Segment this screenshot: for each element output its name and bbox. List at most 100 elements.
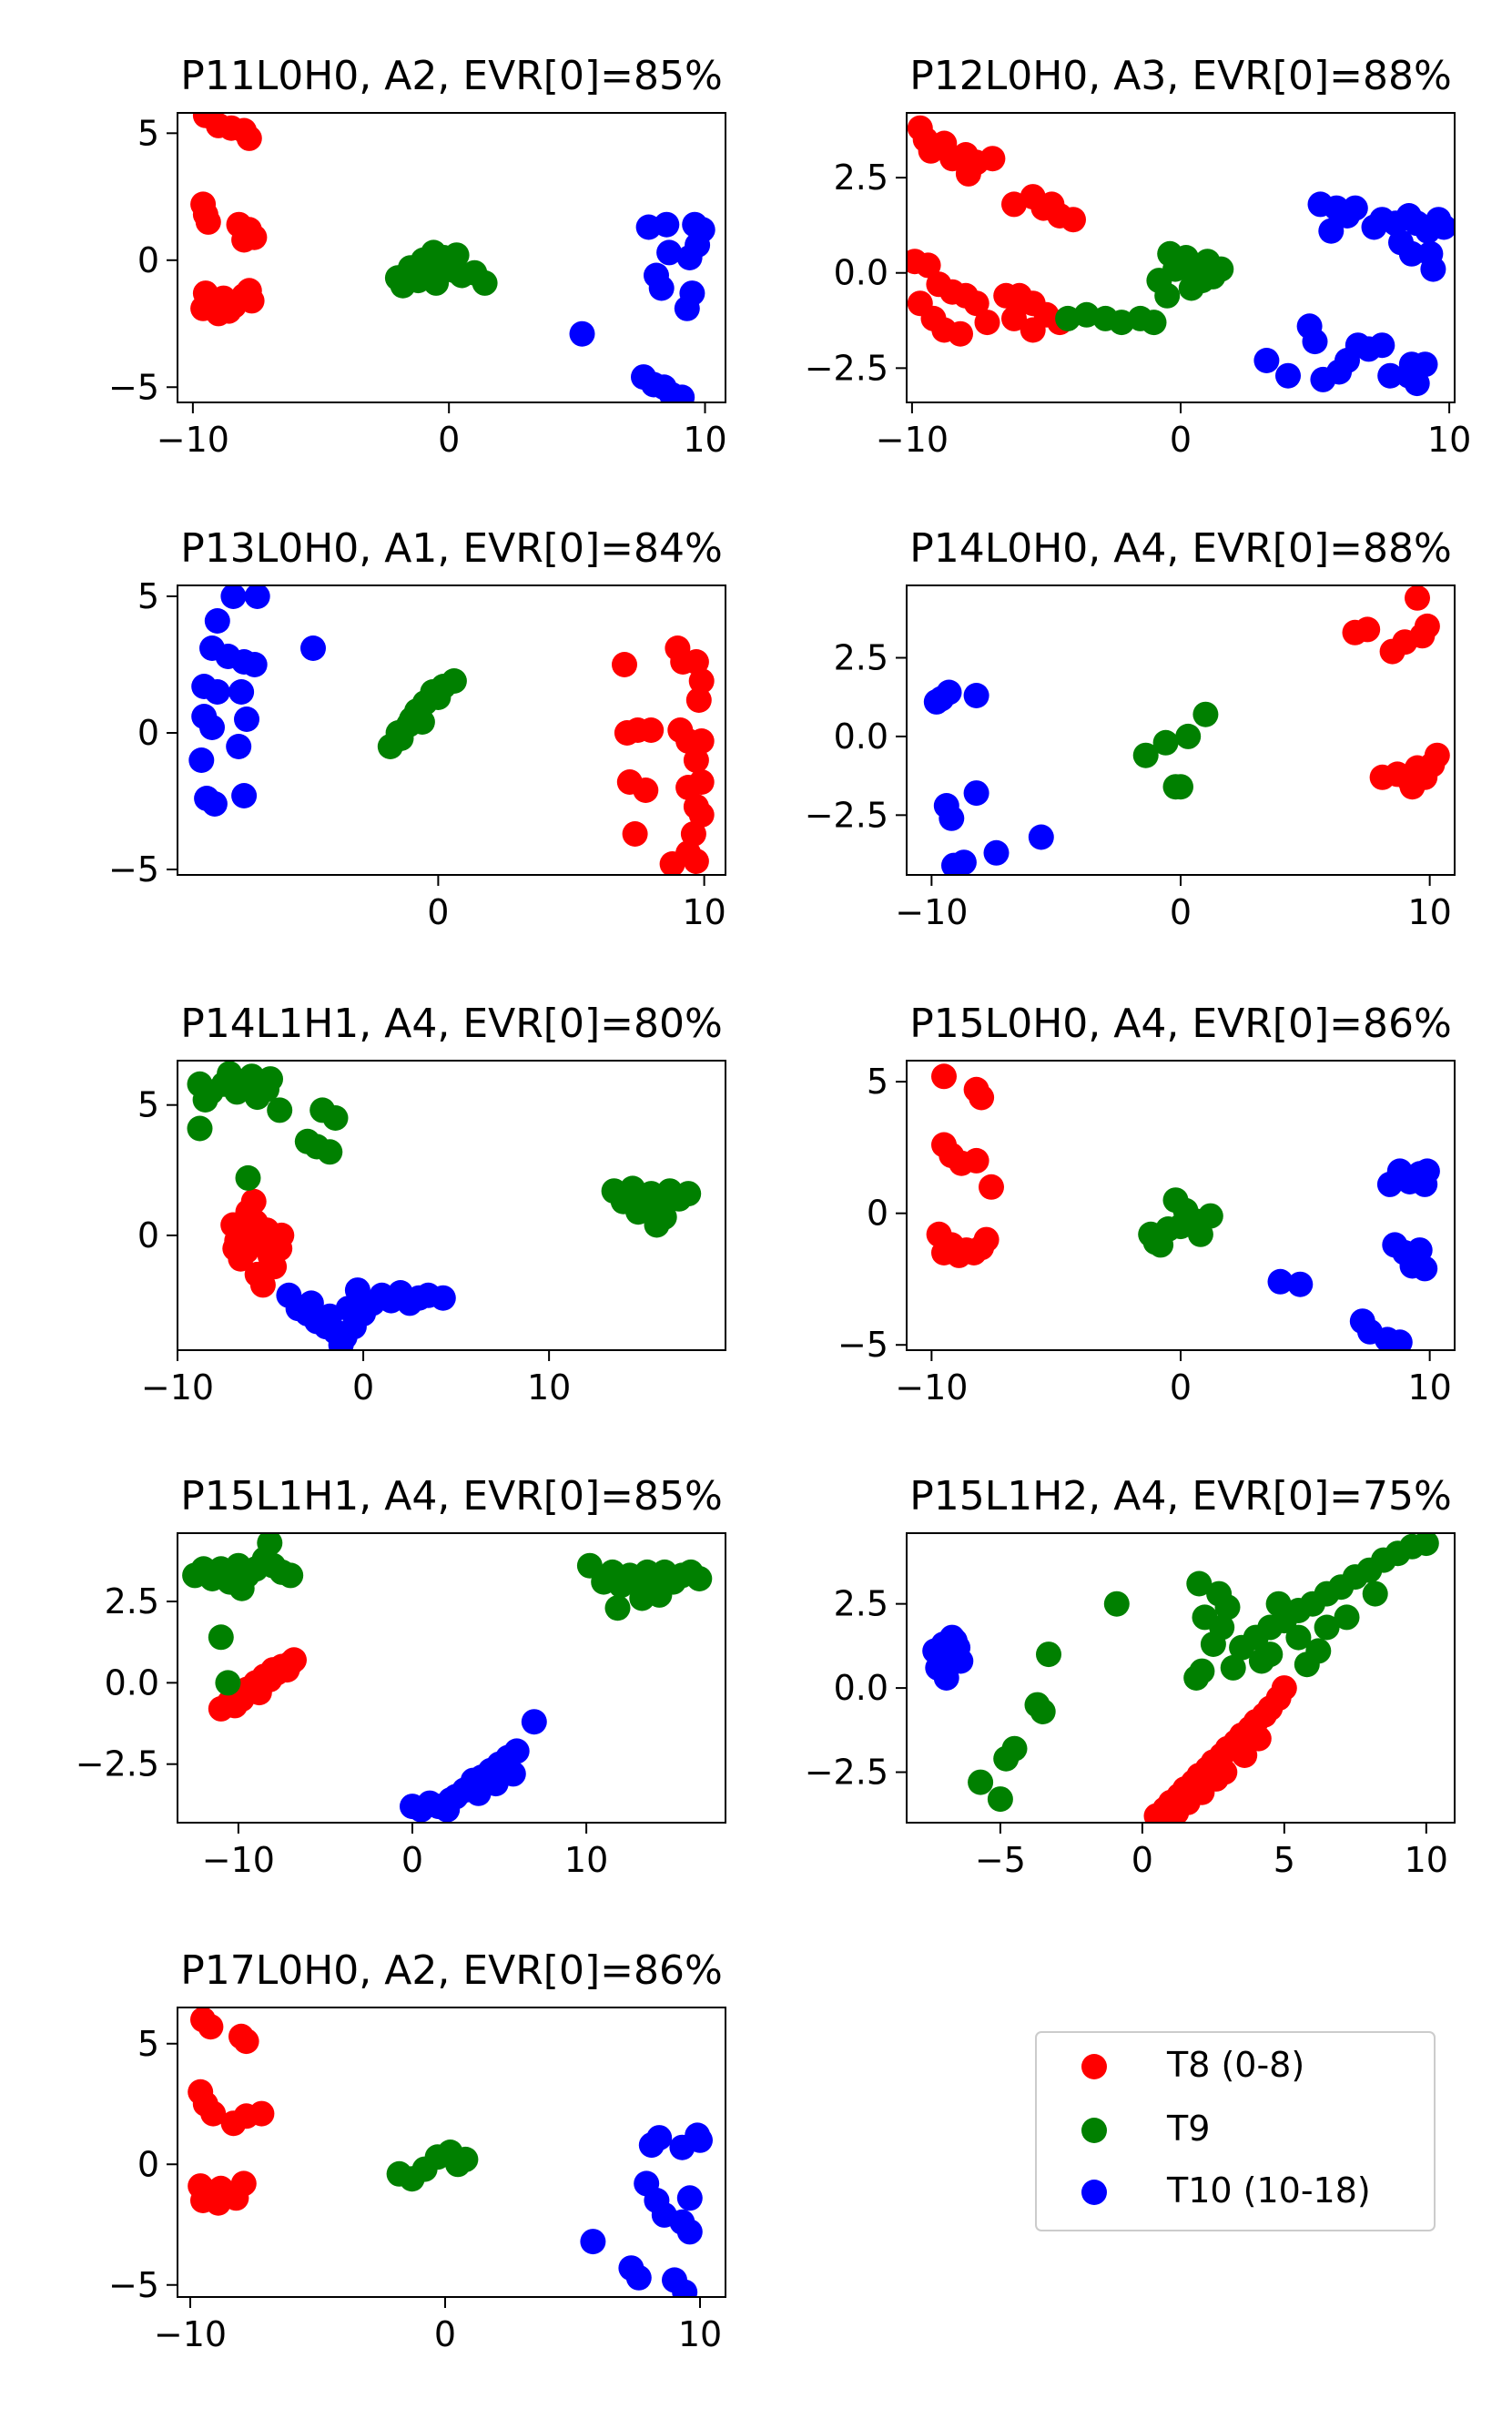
- y-tick-label: 5: [137, 576, 159, 616]
- x-tick-label: 0: [1131, 1840, 1153, 1880]
- x-tick-label: −10: [895, 892, 968, 932]
- point-t9: [187, 1115, 213, 1142]
- point-t8: [1405, 585, 1430, 611]
- point-t8: [222, 1692, 249, 1719]
- point-t8: [195, 208, 221, 235]
- point-t9: [1073, 301, 1100, 328]
- x-tick-label: −10: [202, 1840, 275, 1880]
- y-tick-label: −5: [108, 2265, 159, 2305]
- point-t10: [521, 1709, 547, 1735]
- y-tick-label: −5: [837, 1325, 888, 1365]
- y-tick-label: −5: [108, 367, 159, 407]
- y-tick-label: 0.0: [105, 1662, 159, 1702]
- point-t9: [443, 242, 470, 269]
- scatter-panel-6: P15L0H0, A4, EVR[0]=86% −10 0 10 −5 0 5: [837, 1001, 1456, 1408]
- point-t9: [452, 2146, 479, 2172]
- point-t10: [204, 679, 230, 705]
- panel-title: P12L0H0, A3, EVR[0]=88%: [909, 53, 1452, 99]
- legend-label-t10: T10 (10-18): [1166, 2170, 1371, 2211]
- point-t9: [1285, 1624, 1312, 1651]
- point-t9: [1152, 729, 1179, 756]
- point-t9: [675, 1181, 702, 1207]
- y-tick-label: 0.0: [834, 253, 888, 293]
- y-tick-label: 0: [867, 1194, 888, 1234]
- x-tick-label: 0: [438, 420, 460, 460]
- point-t10: [942, 1628, 968, 1654]
- point-t10: [939, 805, 965, 831]
- point-t8: [231, 227, 258, 253]
- point-t8: [638, 717, 665, 743]
- point-t8: [233, 2028, 259, 2055]
- point-t10: [580, 2229, 606, 2255]
- y-tick-label: 5: [137, 113, 159, 153]
- y-tick-label: 5: [137, 1085, 159, 1125]
- point-t8: [1001, 305, 1027, 331]
- point-t10: [1414, 1158, 1440, 1184]
- y-tick-label: −2.5: [805, 1753, 888, 1793]
- point-t9: [1132, 742, 1159, 768]
- point-t8: [683, 649, 709, 675]
- point-t10: [500, 1761, 526, 1787]
- point-t9: [1168, 774, 1193, 800]
- point-t9: [1413, 1533, 1439, 1557]
- y-tick-label: −2.5: [805, 348, 888, 388]
- y-tick-label: 0: [137, 240, 159, 280]
- point-t10: [674, 295, 700, 321]
- x-tick-label: −10: [154, 2314, 227, 2354]
- point-t9: [1030, 1699, 1056, 1724]
- scatter-panel-1: P11L0H0, A2, EVR[0]=85% −10 0 10 −5 0 5: [108, 53, 727, 460]
- point-t10: [676, 2219, 703, 2245]
- point-t8: [1409, 623, 1436, 649]
- legend-label-t8: T8 (0-8): [1166, 2045, 1304, 2085]
- axes-frame: [177, 1532, 726, 1824]
- point-t10: [1431, 214, 1455, 240]
- point-t10: [672, 2279, 698, 2297]
- legend-frame: [1035, 2031, 1436, 2231]
- point-t8: [1245, 1725, 1272, 1752]
- point-t8: [680, 821, 706, 847]
- point-t10: [231, 783, 258, 808]
- point-t9: [1220, 1654, 1246, 1681]
- x-tick-label: 0: [352, 1367, 374, 1408]
- point-t8: [240, 1188, 267, 1215]
- point-t10: [430, 1285, 456, 1311]
- point-t9: [1168, 1214, 1193, 1240]
- point-t9: [646, 1581, 673, 1608]
- point-t9: [1183, 1665, 1210, 1691]
- point-t10: [1420, 256, 1446, 282]
- y-tick-label: 2.5: [834, 158, 888, 198]
- point-t8: [1424, 742, 1450, 768]
- point-t10: [648, 275, 675, 301]
- x-tick-label: 10: [1427, 420, 1471, 460]
- y-tick-label: 0: [137, 1215, 159, 1255]
- point-t10: [646, 2125, 673, 2151]
- point-t9: [1175, 723, 1202, 749]
- scatter-panel-2: P12L0H0, A3, EVR[0]=88% −10 0 10 −2.5 0.0 2.5: [805, 53, 1472, 460]
- point-t9: [257, 1533, 283, 1556]
- point-t8: [612, 652, 637, 677]
- point-t10: [244, 585, 270, 609]
- point-t9: [1178, 275, 1204, 301]
- point-t9: [1192, 701, 1219, 727]
- data-points: [188, 585, 715, 875]
- x-tick-label: 0: [1170, 1367, 1192, 1408]
- point-t8: [205, 2190, 231, 2216]
- legend-label-t9: T9: [1166, 2109, 1210, 2149]
- legend-marker-t9: [1081, 2118, 1107, 2143]
- data-points: [923, 585, 1450, 875]
- point-t9: [968, 1769, 994, 1795]
- point-t8: [200, 2100, 227, 2127]
- point-t10: [1275, 362, 1301, 389]
- x-tick-label: 0: [427, 892, 449, 932]
- y-tick-label: 0.0: [834, 717, 888, 757]
- point-t10: [687, 2127, 713, 2153]
- y-tick-label: −2.5: [805, 795, 888, 835]
- point-t10: [317, 1303, 343, 1329]
- point-t10: [300, 635, 326, 661]
- point-t9: [625, 1199, 652, 1225]
- point-t9: [1362, 1580, 1388, 1607]
- point-t9: [651, 1204, 677, 1230]
- point-t9: [267, 1097, 293, 1123]
- y-tick-label: 0: [137, 713, 159, 753]
